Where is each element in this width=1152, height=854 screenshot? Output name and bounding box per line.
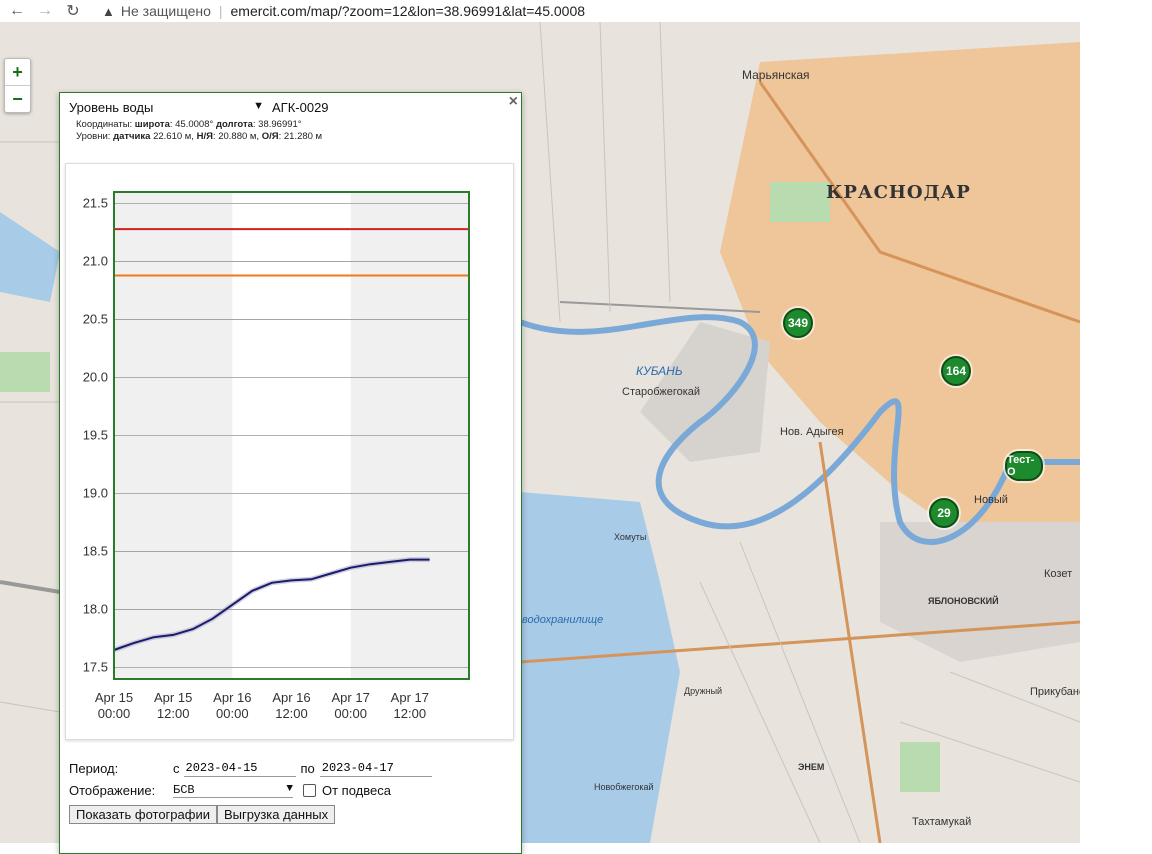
date-to-input[interactable]	[319, 759, 432, 777]
x-tick-label: 12:00	[394, 706, 427, 721]
place-label-druzhny: Дружный	[684, 686, 723, 696]
station-id: АГК-0029	[272, 100, 329, 115]
x-tick-label: 12:00	[157, 706, 190, 721]
x-tick-label: Apr 16	[272, 690, 310, 705]
warning-icon[interactable]: ▲	[102, 3, 115, 19]
url-separator: |	[218, 3, 223, 19]
hang-checkbox[interactable]	[303, 783, 316, 797]
city-label-krasnodar: КРАСНОДАР	[826, 182, 971, 203]
station-marker[interactable]: 29	[929, 498, 959, 528]
sensor-value: 22.610 м,	[153, 131, 194, 142]
station-info: Координаты: широта: 45.0008° долгота: 38…	[76, 119, 322, 143]
lon-value: : 38.96991°	[252, 119, 302, 130]
place-label-takhtamukay: Тахтамукай	[912, 816, 972, 828]
y-tick-label: 21.5	[83, 196, 108, 211]
station-marker[interactable]: 164	[941, 356, 971, 386]
x-tick-label: Apr 17	[332, 690, 370, 705]
period-form: Период: с по Отображение: БСВ ▼ От подве…	[69, 757, 432, 825]
back-icon[interactable]: ←	[9, 2, 25, 19]
x-tick-label: Apr 16	[213, 690, 251, 705]
from-label: с	[173, 760, 180, 776]
display-row: Отображение: БСВ ▼ От подвеса	[69, 779, 432, 801]
x-tick-label: Apr 15	[95, 690, 133, 705]
y-tick-label: 18.5	[83, 543, 108, 558]
lon-label: долгота	[215, 119, 253, 130]
to-label: по	[300, 760, 315, 776]
x-tick-label: 00:00	[98, 706, 131, 721]
river-label-kuban: КУБАНЬ	[636, 364, 683, 378]
date-from-input[interactable]	[183, 759, 296, 777]
place-label-enem: ЭНЕМ	[798, 762, 825, 772]
place-label-novobzhegokai: Новобжегокай	[594, 782, 654, 792]
place-label-maryanskaya: Марьянская	[742, 68, 810, 82]
place-label-prikubansky: Прикубанс	[1030, 686, 1080, 698]
zoom-control: + −	[4, 58, 31, 113]
station-marker[interactable]: Тест-О	[1005, 451, 1043, 481]
lat-value: : 45.0008°	[169, 119, 214, 130]
browser-toolbar: ← → ↻ ▲ Не защищено | emercit.com/map/?z…	[0, 0, 1080, 22]
x-tick-label: 00:00	[334, 706, 367, 721]
station-marker[interactable]: 349	[783, 308, 813, 338]
zoom-out-button[interactable]: −	[5, 85, 30, 112]
levels-prefix: Уровни:	[76, 131, 111, 142]
place-label-kozet: Козет	[1044, 568, 1073, 580]
plot-frame	[113, 191, 470, 680]
hang-label: От подвеса	[322, 782, 391, 798]
show-photos-button[interactable]: Показать фотографии	[69, 804, 217, 824]
zoom-in-button[interactable]: +	[12, 61, 23, 82]
sensor-label: датчика	[113, 131, 151, 142]
levels-line: Уровни: датчика 22.610 м, Н/Я: 20.880 м,…	[76, 131, 322, 143]
oya-value: : 21.280 м	[278, 131, 323, 142]
address-bar[interactable]: emercit.com/map/?zoom=12&lon=38.96991&la…	[230, 3, 586, 19]
export-data-button[interactable]: Выгрузка данных	[216, 804, 336, 824]
close-icon[interactable]: ×	[508, 93, 518, 110]
coords-prefix: Координаты:	[76, 119, 133, 130]
place-label-nov-adygeya: Нов. Адыгея	[780, 426, 844, 438]
x-tick-label: 00:00	[216, 706, 249, 721]
y-tick-label: 17.5	[83, 659, 108, 674]
oya-label: О/Я	[261, 131, 279, 142]
reload-icon[interactable]: ↻	[66, 3, 80, 20]
ny-value: : 20.880 м,	[212, 131, 260, 142]
y-tick-label: 18.0	[83, 601, 108, 616]
measurement-type-value: Уровень воды	[69, 100, 154, 115]
y-tick-label: 19.5	[83, 428, 108, 443]
display-select[interactable]: БСВ ▼	[173, 783, 293, 798]
y-tick-label: 19.0	[83, 485, 108, 500]
chevron-down-icon: ▼	[253, 100, 264, 112]
x-tick-label: 12:00	[275, 706, 308, 721]
popup-header: Уровень воды ▼ АГК-0029	[69, 100, 329, 115]
x-tick-label: Apr 15	[154, 690, 192, 705]
x-tick-label: Apr 17	[391, 690, 429, 705]
button-row: Показать фотографии Выгрузка данных	[69, 803, 432, 825]
lat-label: широта	[134, 119, 170, 130]
period-label: Период:	[69, 760, 119, 776]
place-label-starobzhegokai: Старобжегокай	[622, 386, 701, 398]
y-tick-label: 20.0	[83, 370, 108, 385]
chevron-down-icon: ▼	[286, 782, 293, 795]
place-label-khomuty: Хомуты	[614, 532, 647, 542]
chart-svg: 21.5 21.0 20.5 20.0 19.5 19.0 18.5 18.0 17.5 Apr …	[83, 191, 470, 721]
y-tick-label: 20.5	[83, 312, 108, 327]
display-select-value: БСВ	[173, 782, 195, 797]
ny-label: Н/Я	[196, 131, 213, 142]
reservoir-label: водохранилище	[522, 614, 604, 626]
display-label: Отображение:	[69, 782, 156, 798]
station-popup: × Уровень воды ▼ АГК-0029 Координаты: ши…	[59, 92, 522, 854]
place-label-novy: Новый	[974, 494, 1008, 506]
security-label[interactable]: Не защищено	[120, 3, 211, 19]
measurement-type-select[interactable]: Уровень воды ▼	[69, 100, 264, 115]
place-label-yablonovsky: ЯБЛОНОВСКИЙ	[928, 596, 999, 606]
y-tick-label: 21.0	[83, 254, 108, 269]
coordinates-line: Координаты: широта: 45.0008° долгота: 38…	[76, 119, 322, 131]
forward-icon[interactable]: →	[37, 2, 53, 19]
series-line	[113, 558, 430, 651]
period-row: Период: с по	[69, 757, 432, 779]
water-level-chart: 21.5 21.0 20.5 20.0 19.5 19.0 18.5 18.0 17.5 Apr …	[65, 163, 514, 740]
